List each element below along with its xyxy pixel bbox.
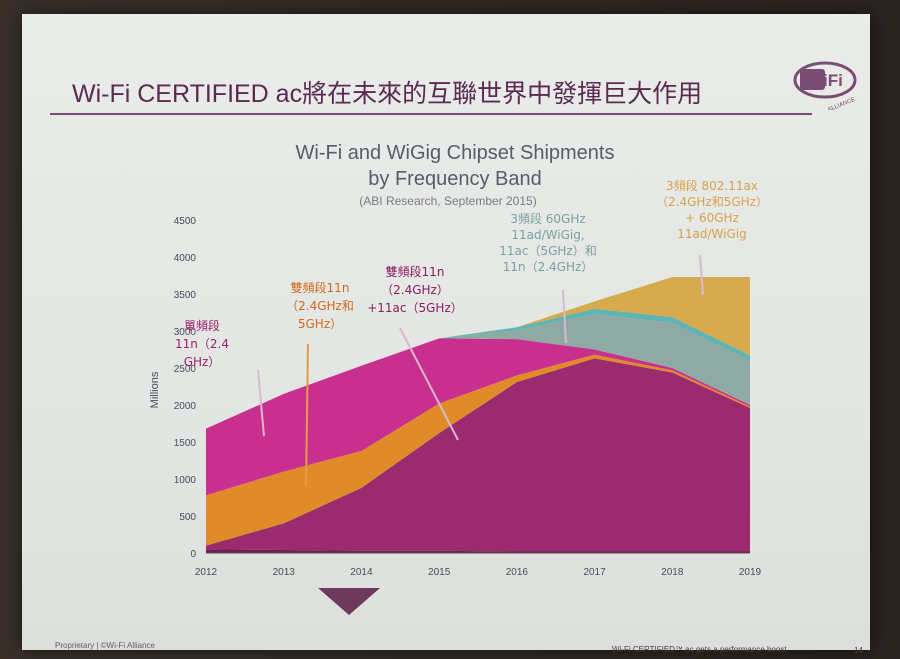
annotation-text: （2.4GHz和5GHz） (656, 195, 768, 209)
annotation-text: 5GHz） (298, 317, 342, 331)
annotation-text: （2.4GHz和 (286, 299, 354, 313)
wifi-alliance-logo: WiFi ALLIANCE (793, 61, 857, 110)
x-tick-label: 2016 (506, 567, 529, 578)
area-series-s2 (206, 358, 750, 552)
chart-areas (206, 276, 750, 553)
annotation-text: 11ad/WiGig (677, 227, 746, 241)
y-tick-label: 2500 (174, 364, 197, 375)
annotation-text: 11ac（5GHz）和 (499, 244, 596, 258)
annotation-text: 11ad/WiGig, (511, 228, 584, 242)
annotation-text: （2.4GHz） (381, 283, 449, 297)
annotation-leader-line (305, 343, 309, 487)
footer-tagline: Wi-Fi CERTIFIED™ ac gets a performance b… (612, 645, 787, 654)
x-tick-label: 2017 (583, 567, 606, 578)
annotation-text: 11n（2.4GHz） (503, 260, 594, 274)
y-tick-label: 4000 (174, 253, 197, 264)
annotation-text: 雙頻段11n (386, 264, 445, 279)
y-tick-label: 2000 (174, 401, 197, 412)
title-divider (50, 113, 812, 115)
annotation-leader-line (399, 327, 459, 441)
x-tick-label: 2019 (739, 567, 762, 578)
y-tick-label: 4500 (174, 216, 197, 227)
footer-copyright: Proprietary | ©Wi-Fi Alliance (55, 641, 155, 650)
area-series-s4 (206, 338, 750, 496)
chart-title-line2: by Frequency Band (368, 168, 541, 190)
annotation-leader-line (699, 254, 704, 296)
navigation-arrow-icon[interactable] (318, 588, 380, 615)
logo-text: WiFi (807, 71, 843, 90)
annotation-text: 單頻段 (184, 318, 220, 333)
annotation-leaders (257, 254, 704, 487)
chart-axes: 0 500 1000 1500 2000 2500 3000 3500 4000 4500 2012… (174, 216, 762, 578)
slide-title: Wi-Fi CERTIFIED ac將在未來的互聯世界中發揮巨大作用 (72, 80, 703, 108)
page-number: 14 (854, 646, 863, 655)
y-tick-label: 3000 (174, 327, 197, 338)
annotation-text: GHz） (184, 355, 221, 369)
x-tick-label: 2013 (273, 567, 296, 578)
x-tick-label: 2014 (350, 567, 373, 578)
area-series-s7 (206, 276, 750, 429)
y-tick-label: 1500 (174, 438, 197, 449)
annotation-text: 11n（2.4 (175, 337, 229, 351)
x-tick-label: 2018 (661, 567, 684, 578)
y-tick-label: 1000 (174, 475, 197, 486)
annotation-text: + 60GHz (685, 211, 739, 225)
chart-subtitle: (ABI Research, September 2015) (359, 194, 536, 208)
annotation-text: +11ac（5GHz） (367, 301, 463, 315)
annotation-text: 雙頻段11n (291, 280, 350, 295)
y-axis-label: Millions (149, 371, 161, 408)
y-tick-label: 0 (190, 549, 196, 560)
annotation-leader-line (257, 369, 265, 437)
annotation-leader-line (562, 289, 567, 344)
area-series-s1 (206, 549, 750, 553)
area-series-s5 (206, 313, 750, 429)
annotation-text: 3頻段 802.11ax (666, 178, 758, 193)
x-tick-label: 2015 (428, 567, 451, 578)
area-series-s3 (206, 354, 750, 546)
x-tick-label: 2012 (195, 567, 218, 578)
y-tick-label: 500 (179, 512, 196, 523)
chart-title-line1: Wi-Fi and WiGig Chipset Shipments (296, 142, 615, 164)
annotation-text: 3頻段 60GHz (510, 211, 585, 226)
chart-annotations: 單頻段11n（2.4GHz）雙頻段11n（2.4GHz和5GHz）雙頻段11n（… (175, 178, 768, 369)
y-tick-label: 3500 (174, 290, 197, 301)
